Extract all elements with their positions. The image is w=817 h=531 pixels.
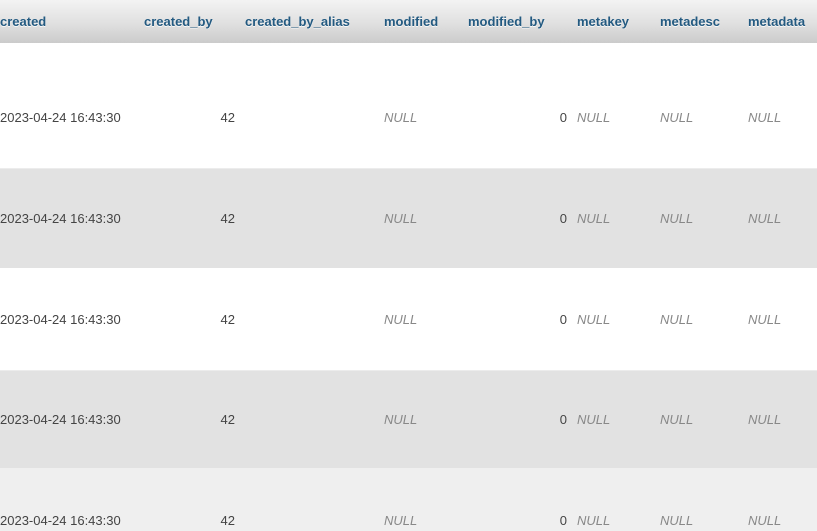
header-row: created created_by created_by_alias modifie… bbox=[0, 0, 817, 43]
cell-created_by[interactable]: 42 bbox=[220, 210, 235, 226]
cell-metakey[interactable]: NULL bbox=[577, 311, 611, 327]
cell-metakey[interactable]: NULL bbox=[577, 512, 611, 528]
cell-created[interactable]: 2023-04-24 16:43:30 bbox=[0, 311, 121, 327]
cell-metadesc[interactable]: NULL bbox=[660, 411, 694, 427]
cell-created[interactable]: 2023-04-24 16:43:30 bbox=[0, 109, 121, 125]
table-row: 2023-04-24 16:43:30 42 NULL 0 NULL NULL NULL bbox=[0, 43, 817, 168]
cell-metadata[interactable]: NULL bbox=[748, 411, 782, 427]
cell-metakey[interactable]: NULL bbox=[577, 411, 611, 427]
cell-metadata[interactable]: NULL bbox=[748, 311, 782, 327]
cell-modified[interactable]: NULL bbox=[384, 109, 418, 125]
cell-created_by[interactable]: 42 bbox=[220, 512, 235, 528]
cell-metadesc[interactable]: NULL bbox=[660, 311, 694, 327]
table-row: 2023-04-24 16:43:30 42 NULL 0 NULL NULL NULL bbox=[0, 370, 817, 468]
cell-metadata[interactable]: NULL bbox=[748, 109, 782, 125]
cell-modified_by[interactable]: 0 bbox=[559, 512, 567, 528]
table-row: 2023-04-24 16:43:30 42 NULL 0 NULL NULL NULL bbox=[0, 468, 817, 531]
cell-metadata[interactable]: NULL bbox=[748, 512, 782, 528]
cell-modified[interactable]: NULL bbox=[384, 512, 418, 528]
column-header-metakey[interactable]: metakey bbox=[577, 14, 630, 29]
column-header-created_by_alias[interactable]: created_by_alias bbox=[245, 14, 350, 29]
cell-modified_by[interactable]: 0 bbox=[559, 411, 567, 427]
column-header-created[interactable]: created bbox=[0, 14, 47, 29]
cell-metadesc[interactable]: NULL bbox=[660, 512, 694, 528]
cell-created_by[interactable]: 42 bbox=[220, 411, 235, 427]
cell-created[interactable]: 2023-04-24 16:43:30 bbox=[0, 210, 121, 226]
cell-modified[interactable]: NULL bbox=[384, 411, 418, 427]
cell-modified[interactable]: NULL bbox=[384, 210, 418, 226]
column-header-modified_by[interactable]: modified_by bbox=[468, 14, 545, 29]
table-row: 2023-04-24 16:43:30 42 NULL 0 NULL NULL NULL bbox=[0, 168, 817, 268]
cell-modified_by[interactable]: 0 bbox=[559, 311, 567, 327]
cell-created_by[interactable]: 42 bbox=[220, 311, 235, 327]
cell-metakey[interactable]: NULL bbox=[577, 109, 611, 125]
cell-created_by_alias[interactable] bbox=[240, 94, 379, 117]
cell-created[interactable]: 2023-04-24 16:43:30 bbox=[0, 512, 121, 528]
cell-metadata[interactable]: NULL bbox=[748, 210, 782, 226]
column-header-metadesc[interactable]: metadesc bbox=[660, 14, 720, 29]
table-row: 2023-04-24 16:43:30 42 NULL 0 NULL NULL NULL bbox=[0, 268, 817, 370]
cell-metadesc[interactable]: NULL bbox=[660, 210, 694, 226]
cell-created[interactable]: 2023-04-24 16:43:30 bbox=[0, 411, 121, 427]
cell-modified_by[interactable]: 0 bbox=[559, 210, 567, 226]
table-body: 2023-04-24 16:43:30 42 NULL 0 NULL NULL NULL 20… bbox=[0, 43, 817, 531]
cell-metakey[interactable]: NULL bbox=[577, 210, 611, 226]
cell-created_by[interactable]: 42 bbox=[220, 109, 235, 125]
cell-metadesc[interactable]: NULL bbox=[660, 109, 694, 125]
column-header-metadata[interactable]: metadata bbox=[748, 14, 806, 29]
cell-modified_by[interactable]: 0 bbox=[559, 109, 567, 125]
cell-modified[interactable]: NULL bbox=[384, 311, 418, 327]
column-header-modified[interactable]: modified bbox=[384, 14, 439, 29]
column-header-created_by[interactable]: created_by bbox=[144, 14, 213, 29]
